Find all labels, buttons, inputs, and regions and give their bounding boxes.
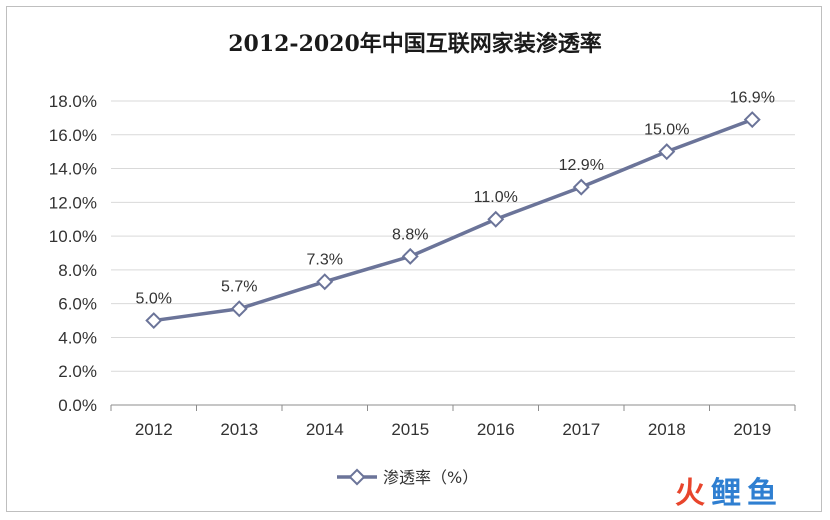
x-tick-label: 2016 (477, 420, 515, 439)
y-tick-label: 6.0% (58, 295, 97, 314)
x-tick-label: 2012 (135, 420, 173, 439)
x-tick-label: 2017 (562, 420, 600, 439)
line-chart: 2012-2020年中国互联网家装渗透率 0.0% 2.0% 4.0% 6.0% 8.0… (49, 31, 796, 511)
data-label: 15.0% (644, 122, 689, 139)
x-tick-label: 2013 (220, 420, 258, 439)
data-point-marker (145, 312, 163, 330)
series-line-penetration-rate (153, 117, 753, 323)
chart-frame: 2012-2020年中国互联网家装渗透率 0.0% 2.0% 4.0% 6.0% 8.0… (6, 6, 822, 512)
y-tick-label: 16.0% (49, 126, 97, 145)
y-tick-label: 8.0% (58, 261, 97, 280)
y-tick-label: 12.0% (49, 193, 97, 212)
data-label: 5.7% (221, 279, 257, 296)
data-point-marker (316, 273, 334, 291)
data-point-marker (743, 111, 761, 129)
x-tick-label: 2015 (391, 420, 429, 439)
legend: 渗透率（%） (337, 468, 478, 487)
data-label: 5.0% (136, 291, 172, 308)
chart-title: 2012-2020年中国互联网家装渗透率 (228, 31, 602, 57)
y-tick-label: 2.0% (58, 362, 97, 381)
data-point-marker (487, 210, 505, 228)
watermark-logo: 火 鲤 鱼 (675, 476, 777, 511)
y-tick-label: 4.0% (58, 328, 97, 347)
y-tick-label: 14.0% (49, 160, 97, 179)
y-tick-label: 0.0% (58, 396, 97, 415)
data-label: 12.9% (559, 157, 604, 174)
data-point-marker (572, 178, 590, 196)
data-point-marker (230, 300, 248, 318)
watermark-char: 火 (675, 476, 705, 511)
legend-label: 渗透率（%） (383, 468, 478, 487)
data-label: 16.9% (730, 90, 775, 107)
y-tick-label: 18.0% (49, 92, 97, 111)
y-tick-label: 10.0% (49, 227, 97, 246)
data-point-marker (658, 143, 676, 161)
x-tick-label: 2018 (648, 420, 686, 439)
data-point-marker (401, 247, 419, 265)
x-tick-label: 2019 (733, 420, 771, 439)
series (145, 111, 761, 330)
data-labels: 5.0% 5.7% 7.3% 8.8% 11.0% 12.9% 15.0% 16.9% (136, 90, 775, 308)
axes: 0.0% 2.0% 4.0% 6.0% 8.0% 10.0% 12.0% 14.0% 16.0%… (49, 92, 796, 439)
legend-diamond-icon (348, 468, 366, 486)
data-label: 8.8% (392, 226, 428, 243)
x-tick-label: 2014 (306, 420, 344, 439)
watermark-char: 鱼 (747, 476, 777, 511)
data-label: 7.3% (307, 252, 343, 269)
watermark-char: 鲤 (711, 476, 741, 511)
data-label: 11.0% (474, 189, 518, 206)
